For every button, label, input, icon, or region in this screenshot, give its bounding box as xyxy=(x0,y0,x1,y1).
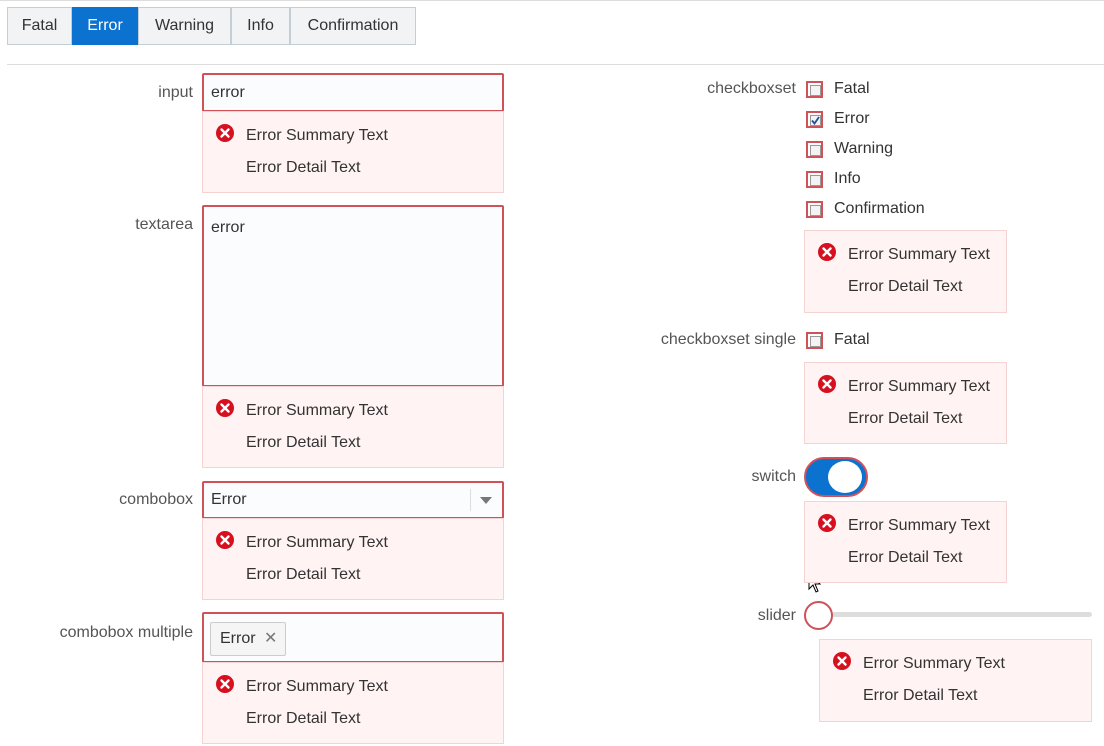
message-summary: Error Summary Text xyxy=(246,678,388,695)
dropdown-arrow[interactable] xyxy=(480,495,492,505)
error-icon xyxy=(818,243,836,261)
message-summary: Error Summary Text xyxy=(848,246,990,263)
top-border xyxy=(0,0,1104,1)
chip: Error ✕ xyxy=(210,622,286,656)
error-icon xyxy=(216,675,234,693)
checkbox[interactable] xyxy=(806,141,823,158)
checkbox-label[interactable]: Confirmation xyxy=(834,200,925,217)
checkbox-label[interactable]: Warning xyxy=(834,140,893,157)
divider xyxy=(470,489,471,511)
error-icon xyxy=(833,652,851,670)
combobox-value: Error xyxy=(211,491,247,508)
message-detail: Error Detail Text xyxy=(246,159,361,176)
checkbox[interactable] xyxy=(806,171,823,188)
tab-selected[interactable]: Error xyxy=(72,7,138,45)
field-label: switch xyxy=(751,468,796,485)
message-summary: Error Summary Text xyxy=(246,534,388,551)
error-icon xyxy=(216,531,234,549)
message-summary: Error Summary Text xyxy=(863,655,1005,672)
combobox-multiple[interactable]: Error ✕ xyxy=(202,612,504,663)
tab[interactable]: Confirmation xyxy=(290,7,416,45)
message-detail: Error Detail Text xyxy=(246,710,361,727)
message-detail: Error Detail Text xyxy=(863,687,978,704)
message-summary: Error Summary Text xyxy=(848,378,990,395)
message-summary: Error Summary Text xyxy=(246,127,388,144)
message-box xyxy=(804,230,1007,313)
error-icon xyxy=(216,124,234,142)
field-label: textarea xyxy=(135,216,193,233)
tab[interactable]: Fatal xyxy=(7,7,72,45)
tab[interactable]: Warning xyxy=(138,7,231,45)
message-box xyxy=(202,386,504,468)
error-icon xyxy=(216,399,234,417)
message-detail: Error Detail Text xyxy=(848,410,963,427)
message-box xyxy=(202,662,504,744)
message-detail: Error Detail Text xyxy=(848,278,963,295)
message-detail: Error Detail Text xyxy=(246,434,361,451)
message-box xyxy=(819,639,1092,722)
field-label: input xyxy=(158,84,193,101)
textarea[interactable]: error xyxy=(202,205,504,387)
message-box xyxy=(804,501,1007,583)
checkmark xyxy=(811,116,820,125)
slider-track xyxy=(832,612,1092,617)
separator xyxy=(7,64,1104,65)
slider-thumb[interactable] xyxy=(804,601,833,630)
switch[interactable] xyxy=(804,457,868,497)
checkbox[interactable] xyxy=(806,201,823,218)
field-label: combobox multiple xyxy=(59,624,193,641)
error-icon xyxy=(818,375,836,393)
field-label: slider xyxy=(757,607,796,624)
checkbox-label[interactable]: Fatal xyxy=(834,331,870,348)
field-label: checkboxset single xyxy=(660,331,796,348)
checkbox[interactable] xyxy=(806,111,823,128)
checkbox-label[interactable]: Fatal xyxy=(834,80,870,97)
field-label: combobox xyxy=(119,491,193,508)
field-label: checkboxset xyxy=(707,80,796,97)
text-input[interactable]: error xyxy=(202,73,504,112)
message-summary: Error Summary Text xyxy=(246,402,388,419)
message-detail: Error Detail Text xyxy=(848,549,963,566)
checkbox[interactable] xyxy=(806,81,823,98)
message-box xyxy=(804,362,1007,444)
combobox[interactable]: Error xyxy=(202,481,504,519)
message-summary: Error Summary Text xyxy=(848,517,990,534)
switch-thumb xyxy=(828,461,862,493)
message-detail: Error Detail Text xyxy=(246,566,361,583)
checkbox[interactable] xyxy=(806,332,823,349)
chip-label: Error xyxy=(220,630,256,647)
chip-remove[interactable]: ✕ xyxy=(264,630,278,647)
message-box xyxy=(202,111,504,193)
message-box xyxy=(202,518,504,600)
tab[interactable]: Info xyxy=(231,7,290,45)
checkbox-label[interactable]: Info xyxy=(834,170,861,187)
checkbox-label[interactable]: Error xyxy=(834,110,870,127)
error-icon xyxy=(818,514,836,532)
